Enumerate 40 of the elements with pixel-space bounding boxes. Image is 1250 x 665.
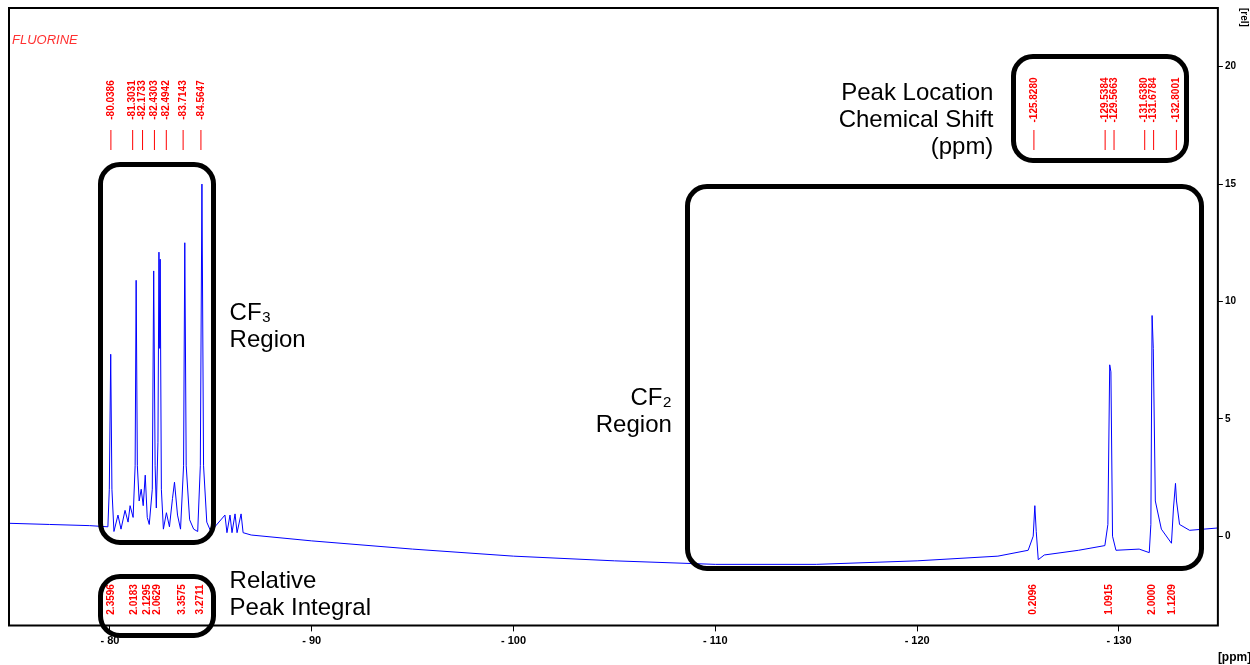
annotation: 1.1209 — [1166, 583, 1178, 615]
annotation: -80.0386 — [104, 79, 116, 120]
x-tick-label: - 130 — [1106, 634, 1132, 647]
annotation: -82.4942 — [160, 79, 172, 120]
x-tick-label: - 110 — [703, 634, 728, 647]
annotation: -129.5384 — [1098, 77, 1110, 123]
annotation: 2.3596 — [104, 583, 116, 615]
annotation: -84.5647 — [194, 79, 206, 120]
x-axis-title: [ppm] — [1217, 650, 1250, 665]
annotation: -83.7143 — [176, 79, 188, 120]
annotation: CF₂ Region — [595, 383, 672, 437]
annotation: -129.5663 — [1107, 77, 1119, 123]
annotation: -132.8001 — [1170, 77, 1182, 123]
annotation: 2.0629 — [151, 583, 163, 615]
annotation: -125.8280 — [1027, 77, 1039, 123]
y-tick-label: 20 — [1224, 60, 1237, 72]
x-tick-label: - 120 — [904, 634, 930, 647]
annotation: 3.2711 — [193, 583, 205, 615]
annotation: 2.0183 — [128, 583, 140, 615]
annotation: CF₃ Region — [229, 298, 306, 352]
annotation: 0.2096 — [1026, 583, 1038, 615]
y-tick-label: 5 — [1224, 412, 1231, 424]
y-tick-label: 10 — [1224, 295, 1237, 307]
x-tick-label: - 90 — [302, 634, 322, 647]
annotation: -81.3031 — [126, 79, 138, 120]
annotation: Relative Peak Integral — [229, 566, 372, 620]
annotation: -82.1733 — [136, 79, 148, 120]
annotation: Peak Location Chemical Shift (ppm) — [838, 78, 994, 159]
annotation: 2.1295 — [141, 583, 153, 615]
annotation: -131.6784 — [1147, 77, 1159, 123]
annotation: 3.3575 — [175, 583, 187, 615]
annotation: 1.0915 — [1102, 583, 1114, 615]
y-tick-label: 15 — [1224, 177, 1237, 189]
annotation: -131.6380 — [1138, 77, 1150, 123]
annotation: FLUORINE — [12, 32, 78, 47]
y-tick-label: 0 — [1224, 529, 1231, 541]
annotation: -82.4303 — [148, 79, 160, 120]
y-axis-title: [rel] — [1239, 8, 1250, 27]
x-tick-label: - 100 — [501, 634, 527, 647]
annotation: 2.0000 — [1146, 583, 1158, 615]
